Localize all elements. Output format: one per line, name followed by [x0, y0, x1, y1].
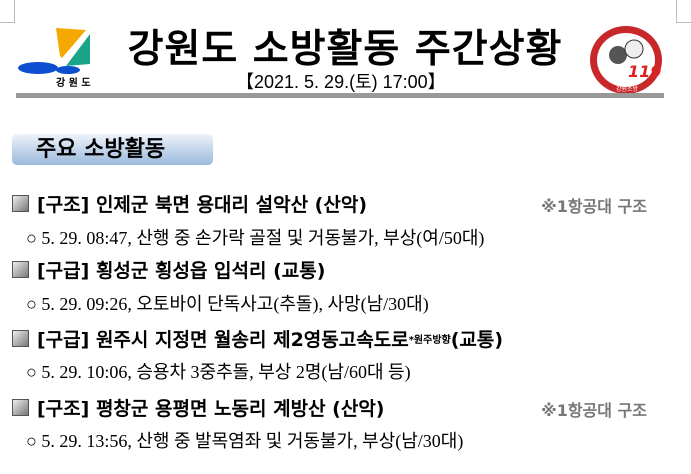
svg-text:119: 119	[628, 62, 661, 81]
incident-heading: [구급] 원주시 지정면 월송리 제2영동고속도로 *원주방향 (교통)	[12, 325, 503, 352]
page-corner-mark	[676, 0, 691, 23]
incident-detail: ○ 5. 29. 10:06, 승용차 3중추돌, 부상 2명(남/60대 등)	[26, 362, 411, 382]
direction-note: *원주방향	[408, 335, 451, 346]
incident-heading-text: [구급] 횡성군 횡성읍 입석리 (교통)	[37, 260, 326, 282]
rescue-note: ※1항공대 구조	[541, 401, 647, 420]
incident-heading-text: [구조] 인제군 북면 용대리 설악산 (산악)	[37, 194, 368, 216]
incident-heading: [구급] 횡성군 횡성읍 입석리 (교통)	[12, 256, 325, 283]
incident-heading-text: [구조] 평창군 용평면 노동리 계방산 (산악)	[37, 398, 385, 420]
incident-detail: ○ 5. 29. 09:26, 오토바이 단독사고(추돌), 사망(남/30대)	[26, 294, 429, 314]
square-bullet-icon	[12, 195, 29, 212]
report-date: 【2021. 5. 29.(토) 17:00】	[236, 72, 446, 92]
page-title: 강원도 소방활동 주간상황	[127, 27, 563, 72]
incident-heading-text: [구급] 원주시 지정면 월송리 제2영동고속도로	[37, 329, 409, 351]
page-corner-mark	[0, 0, 15, 23]
gangwon-logo: 강 원 도	[18, 28, 91, 89]
incident-detail: ○ 5. 29. 08:47, 산행 중 손가락 골절 및 거동불가, 부상(여…	[26, 228, 485, 248]
incident-heading: [구조] 평창군 용평면 노동리 계방산 (산악)	[12, 394, 385, 421]
square-bullet-icon	[12, 330, 29, 347]
header-divider	[16, 93, 664, 98]
section-title: 주요 소방활동	[12, 134, 213, 165]
rescue-note: ※1항공대 구조	[541, 197, 647, 216]
square-bullet-icon	[12, 399, 29, 416]
incident-detail: ○ 5. 29. 13:56, 산행 중 발목염좌 및 거동불가, 부상(남/3…	[26, 431, 464, 451]
incident-heading: [구조] 인제군 북면 용대리 설악산 (산악)	[12, 190, 367, 217]
svg-text:강원소방: 강원소방	[616, 85, 639, 93]
incident-type: (교통)	[450, 329, 504, 351]
svg-text:강 원 도: 강 원 도	[56, 76, 91, 89]
fire-services-emblem: 119 강원소방	[590, 26, 662, 94]
square-bullet-icon	[12, 261, 29, 278]
